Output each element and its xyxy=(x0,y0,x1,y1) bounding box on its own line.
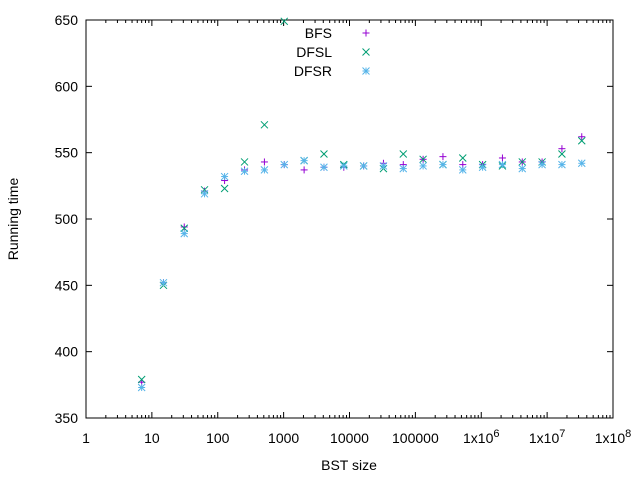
dfsr-point xyxy=(300,156,308,165)
dfsr-point xyxy=(180,229,189,238)
dfsr-point xyxy=(498,160,507,169)
y-tick-label: 500 xyxy=(55,211,79,227)
dfsr-point xyxy=(137,383,146,392)
bfs-point xyxy=(578,133,586,141)
legend-label-dfsl: DFSL xyxy=(296,44,332,60)
dfsl-point xyxy=(320,150,328,158)
plot-frame xyxy=(85,19,614,419)
dfsl-point xyxy=(577,136,586,145)
data-points xyxy=(137,17,586,392)
bfs-point xyxy=(300,166,308,174)
dfsr-point xyxy=(320,163,328,172)
y-tick-label: 550 xyxy=(55,145,79,161)
dfsr-point xyxy=(518,164,527,173)
dfsl-point xyxy=(220,184,229,193)
x-tick-label: 1x106 xyxy=(463,428,499,446)
dfsl-point xyxy=(419,155,427,164)
dfsr-point xyxy=(419,162,427,170)
dfsr-point xyxy=(200,189,209,198)
dfsr-point xyxy=(159,278,168,287)
legend-label-bfs: BFS xyxy=(305,25,332,41)
dfsr-point xyxy=(439,160,447,169)
dfsr-point xyxy=(359,162,368,170)
dfsr-point xyxy=(538,160,546,169)
dfsl-point xyxy=(240,158,249,166)
dfsr-point xyxy=(260,166,269,174)
y-tick-label: 350 xyxy=(55,410,79,426)
dfsr-point xyxy=(478,163,487,172)
y-tick-label: 650 xyxy=(55,12,79,28)
dfsl-point xyxy=(137,375,146,384)
dfsr-point xyxy=(280,160,289,169)
legend: BFS DFSL DFSR xyxy=(294,25,370,79)
dfsr-point xyxy=(379,162,388,170)
dfsl-point xyxy=(260,120,269,129)
dfsr-point xyxy=(458,166,467,174)
x-tick-label: 1x107 xyxy=(529,428,565,446)
dfsr-point xyxy=(240,167,249,176)
dfsl-point xyxy=(458,154,467,162)
dfsr-point xyxy=(220,172,229,181)
x-tick-label: 1x108 xyxy=(595,428,631,446)
y-axis-ticks: 350 400 450 500 550 600 650 xyxy=(55,12,613,426)
dfsr-point xyxy=(339,162,348,170)
dfsl-point xyxy=(518,158,527,166)
bfs-point xyxy=(558,145,566,153)
x-tick-label: 100000 xyxy=(392,430,439,446)
x-tick-label: 1000 xyxy=(268,430,299,446)
dfsl-point xyxy=(399,150,408,158)
dfsr-point xyxy=(399,164,408,173)
dfsl-point xyxy=(280,17,289,26)
dfsl-point xyxy=(558,150,566,158)
y-tick-label: 400 xyxy=(55,344,79,360)
bfs-point xyxy=(439,153,447,161)
legend-label-dfsr: DFSR xyxy=(294,63,332,79)
y-axis-label: Running time xyxy=(5,178,21,261)
y-tick-label: 450 xyxy=(55,277,79,293)
legend-marker-dfsl xyxy=(362,48,370,56)
x-axis-ticks: 1 10 100 1000 10000 100000 1x106 1x107 1x108 xyxy=(82,20,631,446)
x-tick-label: 10 xyxy=(144,430,160,446)
dfsr-point xyxy=(558,160,566,169)
x-axis-label: BST size xyxy=(321,457,377,473)
dfsr-point xyxy=(577,159,586,168)
bfs-point xyxy=(260,158,268,166)
x-tick-label: 10000 xyxy=(330,430,369,446)
x-tick-label: 1 xyxy=(82,430,90,446)
legend-marker-dfsr xyxy=(362,67,370,75)
legend-marker-bfs xyxy=(362,29,370,37)
y-tick-label: 600 xyxy=(55,78,79,94)
x-tick-label: 100 xyxy=(206,430,230,446)
bfs-point xyxy=(498,154,506,162)
bfs-point xyxy=(180,223,188,231)
